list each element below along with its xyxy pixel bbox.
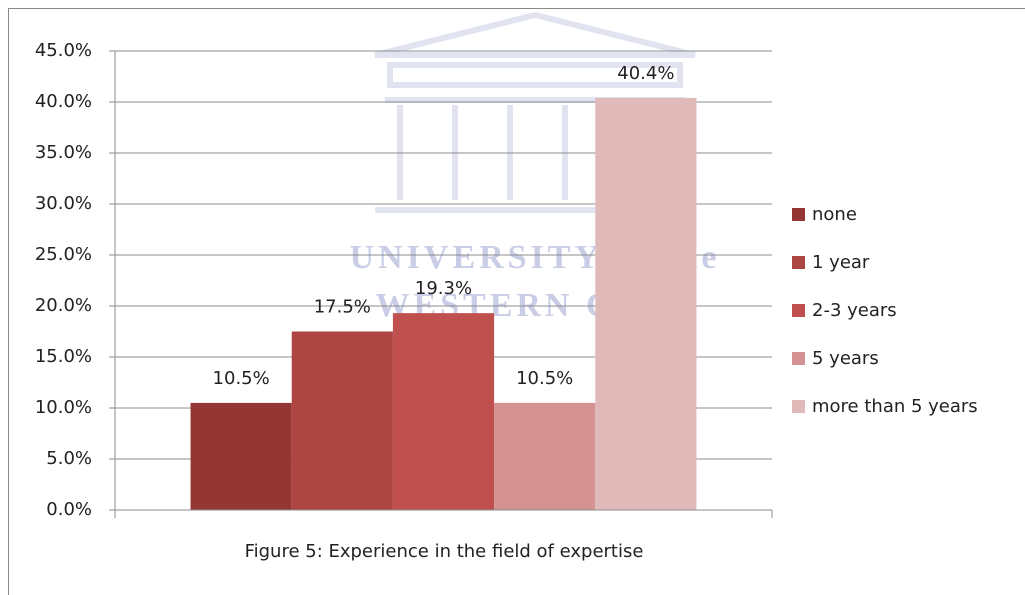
bar: [291, 331, 393, 510]
y-tick-label: 35.0%: [35, 142, 92, 163]
legend-swatch: [792, 256, 805, 269]
legend-swatch: [792, 400, 805, 413]
legend-swatch: [792, 352, 805, 365]
y-tick-label: 30.0%: [35, 193, 92, 214]
legend-label: 2-3 years: [812, 300, 897, 321]
y-tick-label: 5.0%: [46, 448, 92, 469]
y-tick-label: 15.0%: [35, 346, 92, 367]
legend-label: 1 year: [812, 252, 870, 273]
y-tick-label: 20.0%: [35, 295, 92, 316]
bar: [392, 313, 495, 510]
legend-label: 5 years: [812, 348, 879, 369]
value-label: 10.5%: [213, 368, 270, 389]
bar: [494, 402, 596, 510]
legend-label: more than 5 years: [812, 396, 978, 417]
bar: [595, 97, 697, 511]
y-tick-label: 10.0%: [35, 397, 92, 418]
y-tick-label: 25.0%: [35, 244, 92, 265]
legend-swatch: [792, 304, 805, 317]
value-label: 10.5%: [516, 368, 573, 389]
legend-label: none: [812, 204, 857, 225]
value-label: 40.4%: [617, 63, 674, 84]
y-tick-label: 40.0%: [35, 91, 92, 112]
legend-swatch: [792, 208, 805, 221]
y-tick-label: 45.0%: [35, 40, 92, 61]
chart-title: Figure 5: Experience in the field of exp…: [245, 541, 644, 562]
value-label: 17.5%: [314, 297, 371, 318]
value-label: 19.3%: [415, 278, 472, 299]
y-tick-label: 0.0%: [46, 499, 92, 520]
bar: [190, 402, 292, 510]
